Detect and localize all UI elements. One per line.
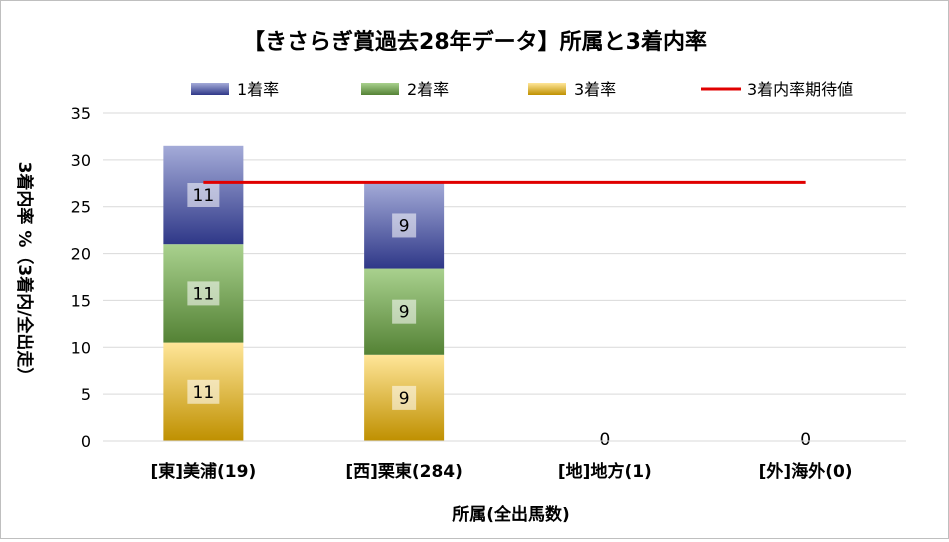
x-tick-label: [西]栗東(284) [345,461,463,482]
data-label: 9 [399,303,410,323]
data-label: 11 [193,186,215,206]
legend-label: 3着率 [574,80,616,99]
data-label-box [392,385,417,410]
data-label: 11 [193,284,215,304]
legend-label: 1着率 [237,80,279,99]
data-label: 11 [193,383,215,403]
y-tick-label: 10 [71,338,91,357]
legend-swatch [361,83,399,95]
data-label-box [793,427,818,451]
data-labels: 11 11 11 9 9 9 0 0 [187,183,818,451]
legend-label: 2着率 [407,80,449,99]
x-axis: [東]美浦(19) [西]栗東(284) [地]地方(1) [外]海外(0) [103,440,906,482]
data-label-box [187,379,220,404]
data-label-box [592,427,617,451]
data-label-box [187,183,220,207]
chart-title: 【きさらぎ賞過去28年データ】所属と3着内率 [243,29,707,55]
data-label: 0 [599,430,610,450]
y-tick-label: 25 [71,198,91,217]
data-label-box [392,299,417,324]
y-axis: 0 5 10 15 20 25 30 35 [71,104,91,451]
data-label: 9 [399,389,410,409]
y-tick-label: 20 [71,245,91,264]
legend-label: 3着内率期待値 [747,80,853,99]
y-tick-label: 0 [81,432,91,451]
y-tick-label: 35 [71,104,91,123]
data-label: 9 [399,216,410,236]
x-tick-label: [東]美浦(19) [151,461,257,482]
data-label-box [392,213,417,238]
data-label-box [187,281,220,306]
x-tick-label: [地]地方(1) [558,461,652,482]
legend-swatch [528,83,566,95]
legend: 1着率 2着率 3着率 3着内率期待値 [191,80,853,99]
data-label: 0 [800,430,811,450]
x-axis-title: 所属(全出馬数) [452,504,570,525]
y-tick-label: 15 [71,291,91,310]
legend-swatch [191,83,229,95]
y-tick-label: 5 [81,385,91,404]
y-axis-title: 3着内率 %（3着内/全出走） [14,162,35,385]
y-tick-label: 30 [71,151,91,170]
x-tick-label: [外]海外(0) [759,461,853,482]
